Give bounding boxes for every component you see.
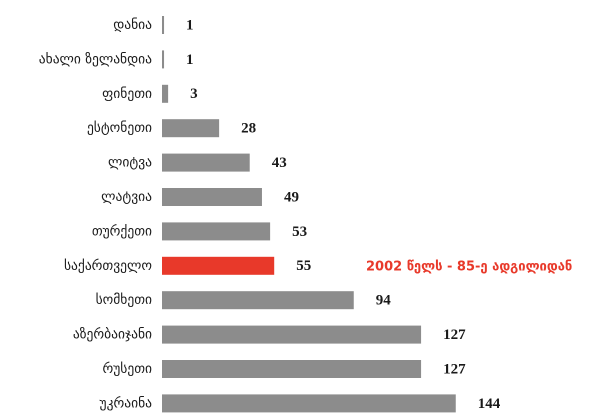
category-label: რუსეთი (102, 360, 152, 377)
category-label: ფინეთი (102, 86, 152, 102)
bar (162, 84, 169, 103)
value-label: 144 (478, 396, 501, 412)
value-label: 1 (186, 52, 194, 68)
bar (162, 119, 220, 138)
category-label: ლატვია (101, 189, 152, 205)
category-label: თურქეთი (92, 222, 152, 239)
value-label: 28 (241, 121, 256, 137)
category-label: ესტონეთი (87, 120, 152, 136)
bar (162, 222, 271, 241)
bar (162, 16, 165, 34)
bar (162, 394, 456, 413)
value-label: 3 (190, 86, 198, 102)
value-label: 127 (443, 327, 466, 343)
value-label: 55 (296, 258, 311, 274)
value-label: 53 (292, 224, 307, 240)
value-label: 127 (443, 361, 466, 377)
annotation: 2002 წელს - 85-ე ადგილიდან (366, 259, 572, 274)
category-label: უკრაინა (100, 394, 153, 411)
value-label: 1 (186, 17, 194, 33)
category-label: საქართველო (64, 257, 152, 274)
value-label: 94 (376, 293, 392, 309)
bar (162, 153, 250, 172)
category-label: ახალი ზელანდია (39, 51, 152, 67)
value-label: 43 (272, 155, 287, 171)
bar (162, 325, 422, 344)
bar (162, 256, 275, 275)
value-label: 49 (284, 189, 299, 205)
bar (162, 188, 262, 206)
category-label: დანია (113, 17, 152, 33)
category-label: აზერბაიჯანი (73, 326, 152, 343)
bar (162, 50, 165, 69)
bar (162, 360, 422, 378)
category-label: ლიტვა (108, 155, 152, 171)
category-label: სომხეთი (96, 292, 152, 308)
bar (162, 291, 354, 310)
